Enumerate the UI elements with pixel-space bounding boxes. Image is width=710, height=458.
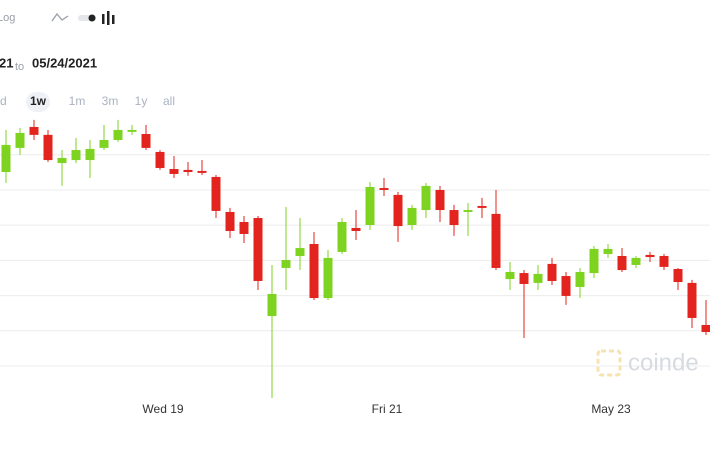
candle-icon-bar — [107, 11, 110, 25]
period-button[interactable]: 1d — [0, 94, 7, 108]
candle-body — [253, 217, 263, 281]
candle-body — [673, 269, 683, 283]
candle-body — [85, 148, 95, 161]
candle-body — [15, 132, 25, 148]
candle-body — [267, 294, 277, 317]
x-tick-label: May 23 — [591, 402, 631, 416]
candle-body — [645, 254, 655, 258]
candle-body — [141, 133, 151, 148]
candle-body — [463, 210, 473, 212]
candle-body — [351, 227, 361, 231]
period-button[interactable]: 1m — [69, 94, 86, 108]
candle-body — [281, 260, 291, 268]
period-button[interactable]: 3m — [102, 94, 119, 108]
period-selector: 1d 1w 1m 3m 1y all — [0, 92, 175, 112]
x-tick-label: Fri 21 — [372, 402, 403, 416]
candle-body — [589, 248, 599, 274]
candle-body — [435, 189, 445, 211]
watermark-text: coinde — [628, 349, 699, 376]
candle-body — [491, 213, 501, 268]
candle-body — [99, 139, 109, 148]
candle-body — [323, 257, 333, 299]
candle-body — [379, 188, 389, 190]
candle-body — [631, 257, 641, 265]
candle-chart-icon[interactable] — [102, 11, 115, 25]
date-to[interactable]: 05/24/2021 — [32, 55, 97, 70]
x-tick-label: Wed 19 — [142, 402, 183, 416]
candle-body — [113, 129, 123, 140]
candle-body — [211, 176, 221, 211]
candle-icon-bar — [112, 15, 115, 24]
date-to-word: to — [15, 61, 24, 73]
candle-body — [393, 194, 403, 227]
candle-body — [239, 222, 249, 234]
candle-body — [701, 324, 710, 333]
line-chart-icon[interactable] — [51, 12, 69, 22]
period-highlight — [26, 92, 50, 112]
candle-body — [155, 151, 165, 168]
candle-body — [505, 271, 515, 280]
watermark-logo — [596, 349, 622, 377]
candle-body — [533, 273, 543, 283]
candle-body — [547, 263, 557, 281]
candle-body — [365, 186, 375, 225]
candle-body — [407, 207, 417, 225]
candle-body — [659, 255, 669, 267]
candle-body — [1, 144, 11, 173]
candles — [1, 119, 710, 399]
chart-type-toggle[interactable] — [78, 14, 96, 22]
candle-body — [183, 169, 193, 173]
candle-body — [421, 185, 431, 211]
candle-body — [127, 129, 137, 132]
candle-body — [617, 255, 627, 271]
candle-body — [29, 126, 39, 135]
period-button[interactable]: 1y — [135, 94, 148, 108]
watermark: coinde — [596, 349, 699, 377]
candle-body — [197, 170, 207, 173]
candle-icon-bar — [102, 14, 105, 24]
period-button[interactable]: all — [163, 94, 175, 108]
candle-body — [309, 244, 319, 299]
candle-body — [575, 271, 585, 287]
line-icon — [51, 12, 69, 22]
log-toggle[interactable]: Log — [0, 12, 15, 24]
candle-body — [337, 222, 347, 252]
candle-body — [169, 169, 179, 174]
candle-body — [561, 276, 571, 296]
candle-body — [71, 150, 81, 161]
candle-body — [295, 248, 305, 256]
candle-body — [449, 210, 459, 225]
candle-body — [477, 205, 487, 208]
candle-body — [57, 157, 67, 164]
candle-body — [603, 248, 613, 255]
candle-body — [43, 134, 53, 161]
candle-body — [519, 273, 529, 284]
candle-body — [225, 211, 235, 231]
date-from[interactable]: 21 — [0, 55, 13, 70]
toggle-knob — [88, 14, 96, 22]
candle-body — [687, 282, 697, 318]
x-axis: Wed 19 Fri 21 May 23 — [142, 402, 631, 416]
grid — [0, 154, 710, 367]
period-button[interactable]: 1w — [30, 94, 47, 108]
